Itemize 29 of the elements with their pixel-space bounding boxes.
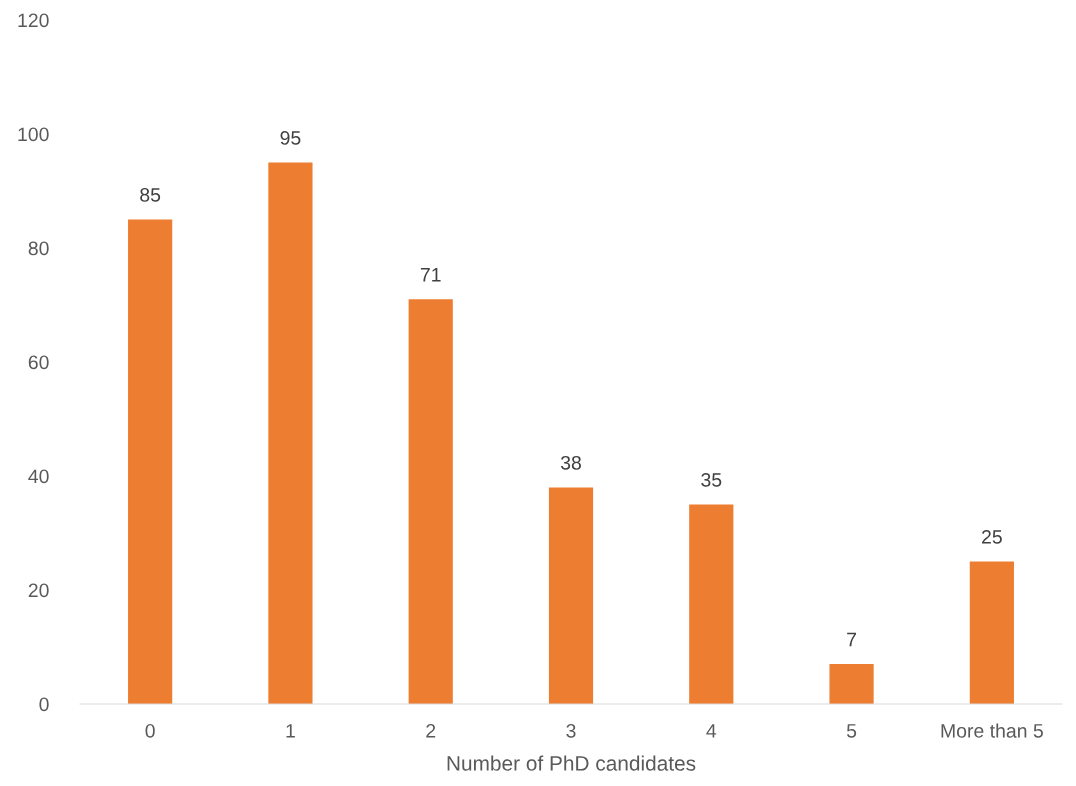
y-tick-label: 0 bbox=[39, 697, 49, 712]
x-tick-label: 3 bbox=[566, 723, 576, 738]
data-label: 7 bbox=[847, 632, 856, 647]
y-tick-label: 100 bbox=[18, 127, 49, 142]
data-label: 85 bbox=[140, 188, 161, 202]
bar bbox=[128, 219, 173, 704]
bar bbox=[548, 487, 594, 704]
x-tick-label: 2 bbox=[426, 723, 436, 738]
data-label: 71 bbox=[420, 268, 441, 282]
x-tick-label: More than 5 bbox=[941, 723, 1043, 738]
bar bbox=[268, 162, 313, 704]
x-tick-label: 5 bbox=[846, 724, 857, 738]
data-label: 35 bbox=[701, 473, 722, 487]
data-label: 95 bbox=[280, 131, 301, 145]
y-tick-label: 120 bbox=[18, 13, 49, 28]
x-tick-label: 4 bbox=[706, 724, 717, 738]
y-tick-label: 40 bbox=[28, 469, 49, 484]
data-label: 25 bbox=[982, 530, 1002, 544]
bar bbox=[408, 299, 453, 704]
bar bbox=[689, 504, 734, 704]
y-tick-label: 60 bbox=[28, 355, 49, 370]
bar bbox=[969, 561, 1014, 704]
data-label: 38 bbox=[560, 455, 581, 470]
x-tick-label: 0 bbox=[145, 723, 155, 738]
y-tick-label: 80 bbox=[28, 241, 49, 256]
bar bbox=[829, 664, 874, 704]
y-tick-label: 20 bbox=[28, 583, 49, 598]
x-tick-label: 1 bbox=[286, 724, 295, 738]
x-axis-title: Number of PhD candidates bbox=[447, 755, 696, 771]
